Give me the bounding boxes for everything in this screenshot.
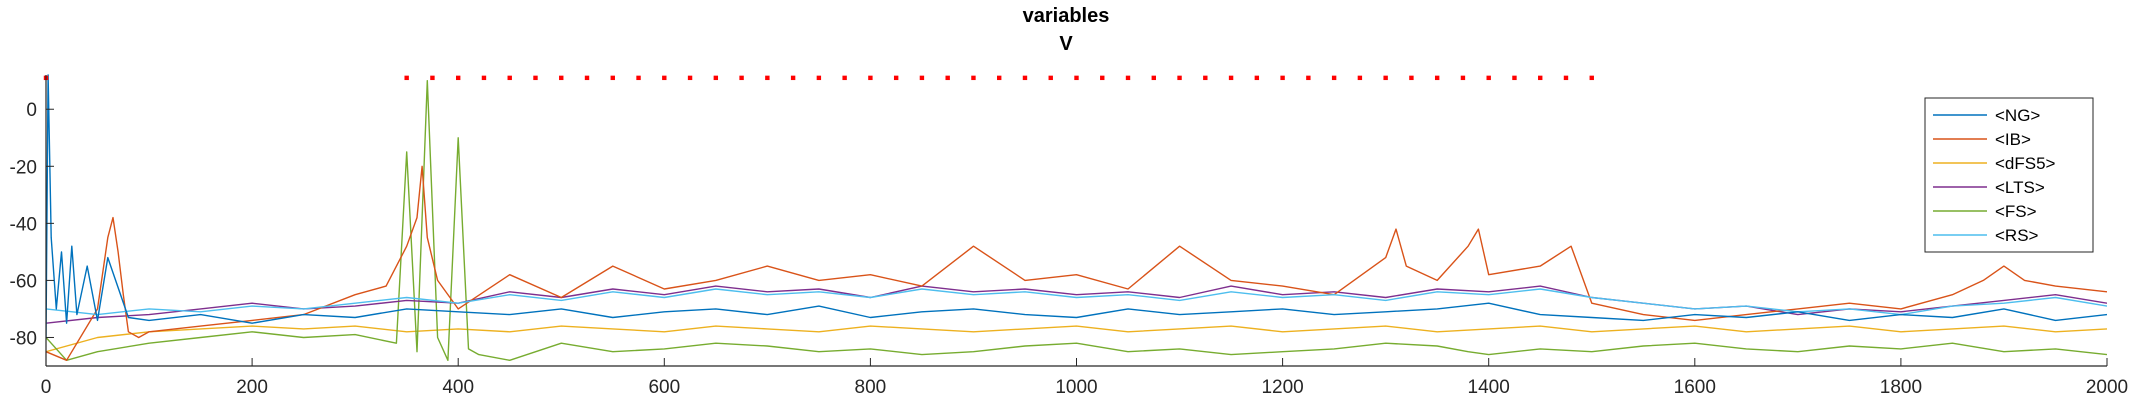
x-tick-label: 200 [236,377,268,398]
series-line-ng [46,74,2107,338]
legend-box [1924,97,2094,253]
spike-marker [790,75,796,81]
spike-marker [1074,75,1079,81]
x-tick-label: 1800 [1880,377,1922,398]
x-tick-label: 400 [442,377,474,398]
spike-marker [739,75,744,81]
spike-marker [1100,75,1105,81]
spike-marker [533,75,538,81]
spike-marker [1589,75,1594,81]
spike-marker [636,75,641,81]
x-tick-label: 800 [855,377,887,398]
spike-marker [1151,75,1156,81]
spike-marker [1177,75,1182,81]
title-group: variables V [1023,5,1110,55]
spike-marker [430,75,435,81]
spike-marker [1306,75,1311,81]
spike-marker [1125,75,1131,81]
spike-marker [1538,75,1543,81]
spike-marker [1563,75,1569,81]
spike-marker [1383,75,1388,81]
spike-marker [842,75,847,81]
x-tick-label: 600 [648,377,680,398]
spike-marker [1512,75,1517,81]
spike-marker [559,75,564,81]
legend-label: <IB> [1995,130,2031,149]
spike-marker [713,75,719,81]
spike-marker [662,75,667,81]
x-tick-label: 1200 [1261,377,1303,398]
y-tick-label: -80 [10,328,37,349]
series-line-dfs5 [46,325,2107,353]
spike-marker [1048,75,1053,81]
series-group [46,74,2107,361]
spike-marker [1460,75,1466,81]
series-line-fs [46,79,2107,361]
x-tick-label: 0 [41,377,52,398]
y-tick-label: -60 [10,271,37,292]
spike-marker [481,75,487,81]
spike-marker [1331,75,1337,81]
chart-title: variables [1023,5,1110,27]
x-tick-label: 2000 [2086,377,2128,398]
x-tick-label: 1000 [1055,377,1097,398]
spike-marker [404,75,409,81]
spike-marker [1486,75,1491,81]
y-tick-label: -20 [10,157,37,178]
series-line-rs [46,288,2107,316]
legend-label: <dFS5> [1995,154,2056,173]
spike-marker [584,75,590,81]
spike-marker [456,75,461,81]
spike-marker [997,75,1002,81]
legend-label: <FS> [1995,202,2037,221]
x-tick-label: 1400 [1468,377,1510,398]
legend[interactable]: <NG> <IB> <dFS5> <LTS> <FS> <RS> [1924,97,2094,253]
spike-marker [765,75,770,81]
y-tick-label: -40 [10,214,37,235]
spike-marker [1357,75,1363,81]
spike-marker [1203,75,1208,81]
spike-marker [1280,75,1285,81]
legend-label: <LTS> [1995,178,2045,197]
legend-label: <RS> [1995,226,2039,245]
spike-marker [945,75,950,81]
spike-marker [919,75,925,81]
series-line-lts [46,285,2107,324]
spike-marker [1434,75,1440,81]
x-tick-label: 1600 [1674,377,1716,398]
chart-subtitle: V [1059,33,1073,55]
spike-marker [610,75,615,81]
spike-marker [893,75,899,81]
spike-marker [507,75,512,81]
legend-label: <NG> [1995,106,2040,125]
spike-marker [1022,75,1028,81]
spike-marker [1228,75,1234,81]
spike-marker [816,75,822,81]
spike-marker [971,75,976,81]
y-tick-label: 0 [26,100,37,121]
series-line-ib [46,165,2107,361]
spike-marker [1254,75,1260,81]
y-axis: 0 -20 -40 -60 -80 [10,75,54,366]
plot-area [43,74,2107,361]
x-axis: 0 200 400 600 800 1000 1200 1400 1600 1800 2000 [41,358,2128,398]
spike-marker [1409,75,1414,81]
spike-marker [868,75,873,81]
spike-marker [687,75,693,81]
